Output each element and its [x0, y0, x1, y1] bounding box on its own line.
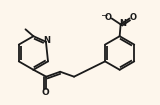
Text: O: O: [42, 88, 50, 97]
Text: N: N: [43, 36, 50, 45]
Text: −: −: [100, 10, 108, 19]
Text: N: N: [120, 19, 127, 28]
Text: O: O: [104, 13, 111, 22]
Text: O: O: [130, 13, 137, 22]
